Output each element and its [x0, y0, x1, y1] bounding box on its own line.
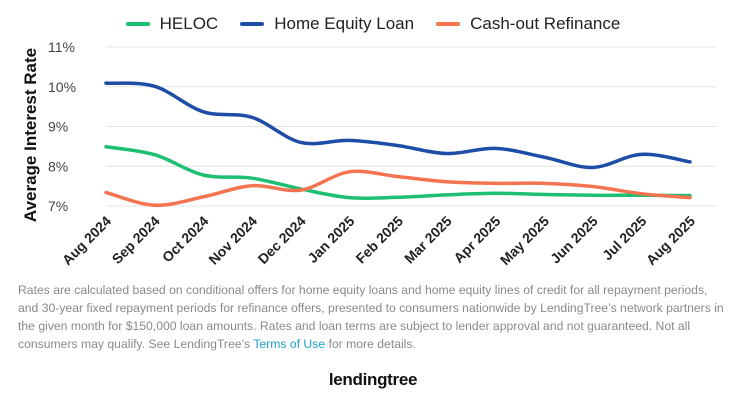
x-tick-label: Nov 2024: [205, 213, 260, 268]
x-tick-label: Jan 2025: [304, 213, 357, 266]
legend-label-home-equity-loan: Home Equity Loan: [274, 14, 415, 33]
legend-swatch-heloc: [125, 22, 150, 26]
y-tick-label: 10%: [48, 79, 76, 95]
series-line-home-equity-loan: [104, 81, 692, 170]
legend-swatch-home-equity-loan: [240, 22, 265, 26]
legend-item-heloc: HELOC: [125, 14, 219, 34]
x-tick-label: Jun 2025: [547, 213, 601, 267]
x-tick-label: Oct 2024: [159, 213, 212, 266]
x-tick-label: May 2025: [497, 213, 552, 268]
legend-item-cash-out-refinance: Cash-out Refinance: [436, 14, 620, 34]
y-tick-label: 9%: [48, 119, 68, 135]
series-lines: [104, 81, 692, 207]
legend-label-heloc: HELOC: [159, 14, 219, 33]
x-tick-label: Mar 2025: [401, 213, 455, 267]
footnote-text-end: for more details.: [325, 337, 416, 351]
x-tick-label: Dec 2024: [255, 213, 309, 267]
x-tick-label: Sep 2024: [109, 213, 163, 267]
x-tick-label: Apr 2025: [450, 213, 503, 266]
footnote: Rates are calculated based on conditiona…: [18, 281, 730, 353]
series-line-cash-out-refinance: [104, 169, 692, 207]
x-tick-label: Jul 2025: [599, 213, 650, 264]
y-tick-label: 8%: [48, 158, 68, 174]
legend-swatch-cash-out-refinance: [436, 22, 461, 26]
x-tick-label: Aug 2025: [643, 213, 698, 268]
x-tick-label: Aug 2024: [59, 213, 114, 268]
terms-of-use-link[interactable]: Terms of Use: [253, 337, 326, 351]
series-line-heloc: [104, 145, 692, 201]
chart-legend: HELOC Home Equity Loan Cash-out Refinanc…: [0, 14, 746, 34]
y-axis-label: Average Interest Rate: [21, 48, 40, 222]
footnote-text: Rates are calculated based on conditiona…: [18, 283, 724, 351]
legend-label-cash-out-refinance: Cash-out Refinance: [470, 14, 621, 33]
logo-text: lendingtree: [328, 370, 418, 389]
x-tick-label: Feb 2025: [352, 213, 406, 267]
y-tick-label: 11%: [48, 39, 75, 55]
lendingtree-logo: lendingtree: [0, 370, 746, 390]
y-tick-label: 7%: [48, 198, 68, 214]
y-axis-ticks: 7% 8% 9% 10% 11%: [48, 39, 76, 214]
legend-item-home-equity-loan: Home Equity Loan: [240, 14, 414, 34]
grid-lines: [106, 46, 716, 207]
